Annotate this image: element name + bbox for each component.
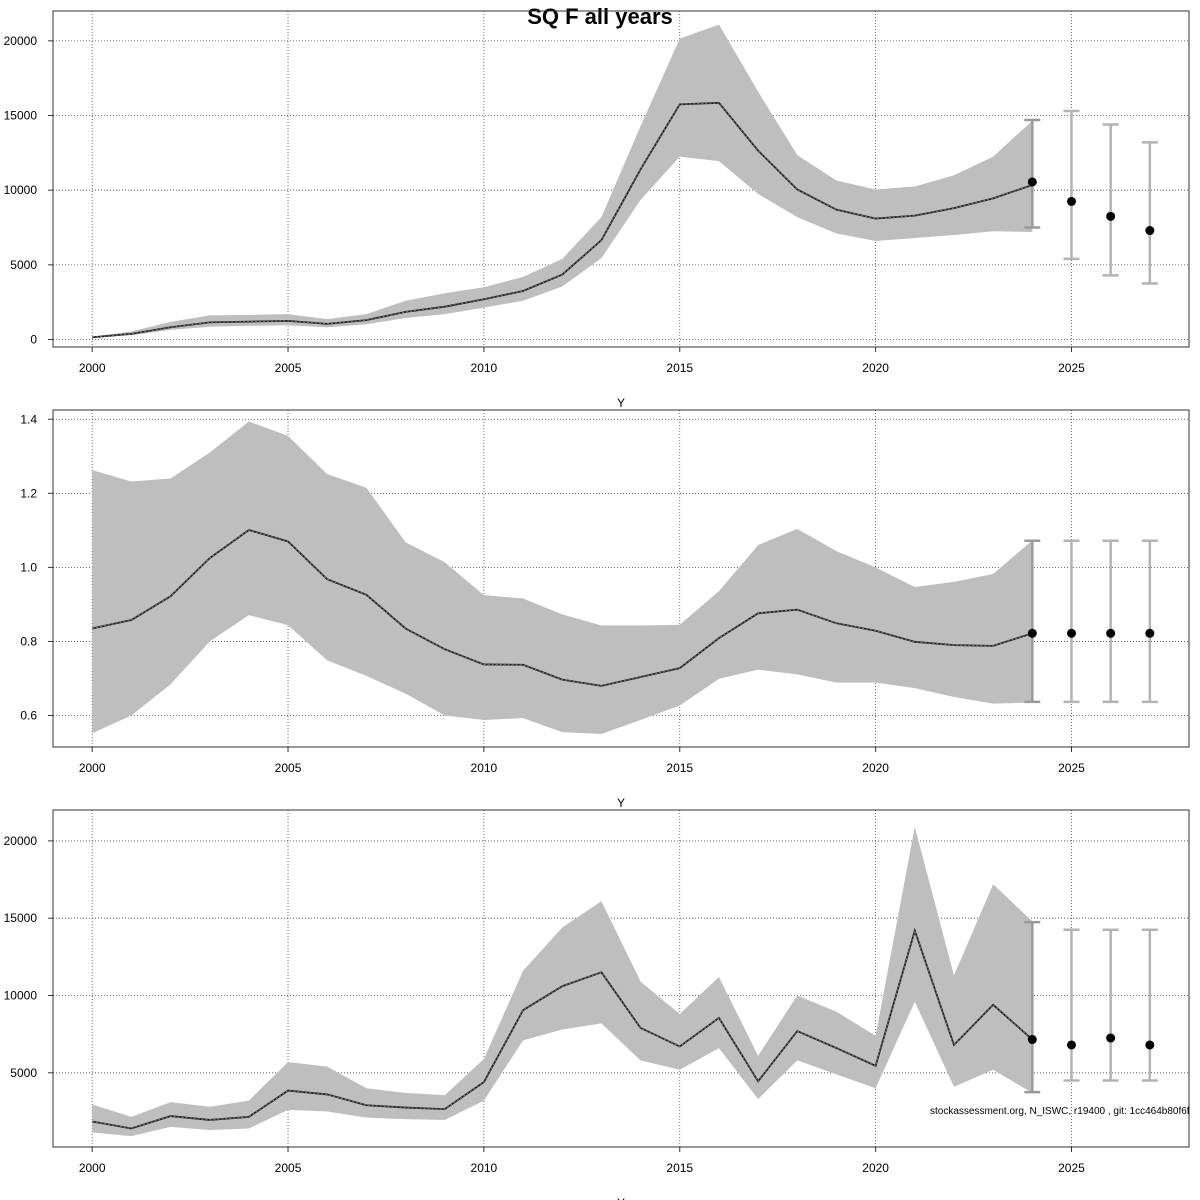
y-tick-label: 0.8 — [20, 634, 37, 648]
y-tick-label: 15000 — [4, 911, 38, 925]
estimate-line-dashes — [92, 929, 1033, 1129]
confidence-band — [92, 24, 1033, 338]
y-tick-label: 1.4 — [20, 412, 37, 426]
y-tick-label: 20000 — [4, 834, 38, 848]
forecast-point — [1027, 177, 1037, 187]
forecast-point — [1066, 196, 1076, 206]
x-tick-label: 2025 — [1058, 1161, 1085, 1175]
forecast-point — [1106, 628, 1116, 638]
forecast-point — [1066, 1040, 1076, 1050]
x-tick-label: 2010 — [471, 761, 498, 775]
panel-3: 2000 2005 2010 2015 2020 2025 5000 10000 15000 20… — [4, 809, 1190, 1200]
forecast-point — [1145, 628, 1155, 638]
y-tick-label: 15000 — [4, 109, 38, 123]
x-tick-label: 2005 — [275, 761, 302, 775]
y-tick-label: 0.6 — [20, 709, 37, 723]
x-tick-label: 2020 — [862, 361, 889, 375]
x-tick-label: 2005 — [275, 1161, 302, 1175]
x-tick-label: 2015 — [666, 761, 693, 775]
plot-frame — [52, 409, 1190, 748]
panel-2: 2000 2005 2010 2015 2020 2025 0.6 0.8 1.0 1.2 1.4 Y… — [20, 409, 1190, 810]
x-tick-label: 2025 — [1058, 361, 1085, 375]
footnote: stockassessment.org, N_ISWC, r19400 , gi… — [930, 1106, 1190, 1117]
figure-title: SQ F all years — [527, 4, 673, 29]
x-tick-label: 2015 — [666, 361, 693, 375]
plot-frame — [52, 10, 1190, 348]
forecast-point — [1145, 1040, 1155, 1050]
x-tick-label: 2010 — [471, 361, 498, 375]
confidence-band — [92, 827, 1033, 1137]
estimate-line-dashes — [92, 529, 1033, 687]
x-tick-label: 2005 — [275, 361, 302, 375]
x-tick-label: 2015 — [666, 1161, 693, 1175]
panel-1: 2000 2005 2010 2015 2020 2025 0 5000 10000 15000 2… — [4, 10, 1190, 410]
forecast-point — [1106, 1033, 1116, 1043]
y-tick-label: 10000 — [4, 183, 38, 197]
forecast-point — [1145, 226, 1155, 236]
x-tick-label: 2020 — [862, 761, 889, 775]
plot-frame — [52, 809, 1190, 1148]
x-axis-label: Y — [617, 396, 625, 410]
x-tick-label: 2010 — [471, 1161, 498, 1175]
y-tick-label: 5000 — [10, 1066, 37, 1080]
y-tick-label: 0 — [30, 333, 37, 347]
estimate-line-dashes — [92, 102, 1033, 338]
forecast-point — [1106, 211, 1116, 221]
x-tick-label: 2000 — [79, 361, 106, 375]
forecast-point — [1066, 628, 1076, 638]
x-tick-label: 2025 — [1058, 761, 1085, 775]
x-tick-label: 2000 — [79, 1161, 106, 1175]
forecast-point — [1027, 1035, 1037, 1045]
y-tick-label: 20000 — [4, 34, 38, 48]
confidence-band — [92, 421, 1033, 735]
forecast-point — [1027, 628, 1037, 638]
x-axis-label: Y — [617, 796, 625, 810]
y-tick-label: 10000 — [4, 989, 38, 1003]
y-tick-label: 1.0 — [20, 560, 37, 574]
x-tick-label: 2000 — [79, 761, 106, 775]
y-tick-label: 5000 — [10, 258, 37, 272]
x-axis-label: Y — [617, 1196, 625, 1200]
x-tick-label: 2020 — [862, 1161, 889, 1175]
y-tick-label: 1.2 — [20, 486, 37, 500]
